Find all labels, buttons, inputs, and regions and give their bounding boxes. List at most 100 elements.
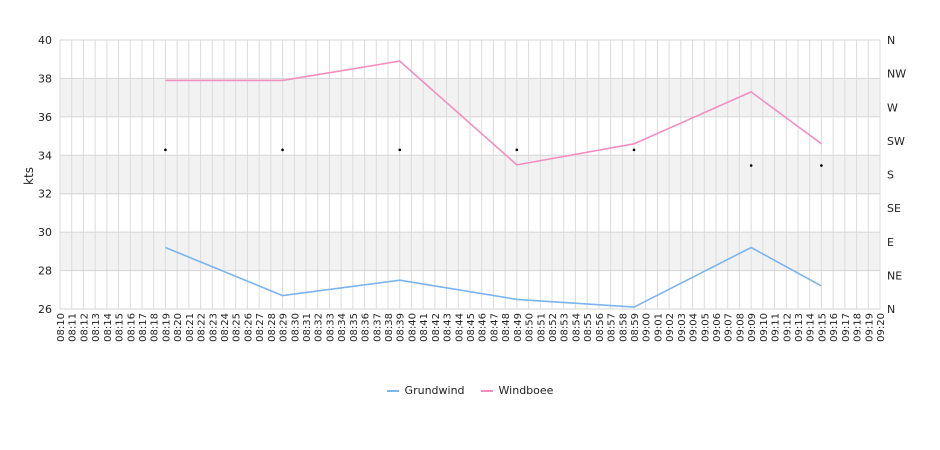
x-tick-label: 08:53 (560, 313, 571, 342)
x-tick-label: 08:11 (68, 313, 79, 342)
x-tick-label: 09:17 (841, 313, 852, 342)
x-tick-label: 08:54 (571, 313, 582, 342)
y2-tick-label: N (887, 303, 895, 316)
x-tick-label: 08:42 (431, 313, 442, 342)
legend-swatch (480, 389, 493, 392)
y-tick-label: 30 (38, 226, 52, 239)
x-tick-label: 09:01 (653, 313, 664, 342)
x-tick-label: 08:24 (220, 313, 231, 342)
legend-swatch (386, 389, 399, 392)
x-tick-label: 08:36 (361, 313, 372, 342)
y2-tick-label: W (887, 101, 898, 114)
x-tick-label: 08:55 (583, 313, 594, 342)
x-tick-label: 09:02 (665, 313, 676, 342)
x-tick-label: 08:14 (103, 313, 114, 342)
series-line-grundwind (165, 246, 822, 308)
x-tick-label: 09:08 (735, 313, 746, 342)
x-axis-ticks: 08:10 08:11 08:12 08:13 08:14 08:15 08:16 08:17… (56, 313, 887, 342)
x-tick-label: 08:10 (56, 313, 67, 342)
x-tick-label: 09:14 (806, 313, 817, 342)
direction-marker (515, 148, 519, 152)
x-tick-label: 08:32 (314, 313, 325, 342)
x-tick-label: 08:56 (595, 313, 606, 342)
y-tick-label: 36 (38, 111, 52, 124)
y-tick-label: 38 (38, 72, 52, 85)
y2-tick-label: NE (887, 269, 902, 282)
x-tick-label: 08:43 (443, 313, 454, 342)
x-tick-label: 08:57 (607, 313, 618, 342)
x-tick-label: 09:15 (817, 313, 828, 342)
x-tick-label: 08:18 (150, 313, 161, 342)
legend: Grundwind Windboee (0, 384, 940, 397)
legend-label: Grundwind (404, 384, 465, 397)
x-tick-label: 08:28 (267, 313, 278, 342)
legend-item-grundwind[interactable]: Grundwind (386, 384, 465, 397)
x-tick-label: 08:48 (501, 313, 512, 342)
x-tick-label: 08:52 (548, 313, 559, 342)
x-tick-label: 08:30 (290, 313, 301, 342)
x-tick-label: 08:19 (161, 313, 172, 342)
x-tick-label: 08:39 (396, 313, 407, 342)
x-tick-label: 09:10 (759, 313, 770, 342)
direction-marker (820, 164, 823, 167)
x-tick-label: 08:45 (466, 313, 477, 342)
legend-item-windboee[interactable]: Windboee (480, 384, 554, 397)
legend-label: Windboee (498, 384, 554, 397)
y-tick-label: 32 (38, 188, 52, 201)
y-tick-label: 28 (38, 265, 52, 278)
x-tick-label: 09:18 (853, 313, 864, 342)
x-tick-label: 09:12 (782, 313, 793, 342)
x-tick-label: 09:16 (829, 313, 840, 342)
x-tick-label: 08:50 (525, 313, 536, 342)
y-axis-ticks: 26 28 30 32 34 36 38 40 (38, 34, 52, 316)
x-tick-label: 08:59 (630, 313, 641, 342)
direction-marker (632, 148, 636, 152)
x-tick-label: 08:15 (115, 313, 126, 342)
x-tick-label: 09:00 (642, 313, 653, 342)
series-group (165, 60, 822, 308)
x-tick-label: 08:23 (208, 313, 219, 342)
x-tick-label: 08:17 (138, 313, 149, 342)
x-tick-label: 08:58 (618, 313, 629, 342)
x-tick-label: 09:19 (864, 313, 875, 342)
x-tick-label: 08:16 (126, 313, 137, 342)
x-tick-label: 09:04 (689, 313, 700, 342)
x-tick-label: 08:33 (325, 313, 336, 342)
y2-tick-label: N (887, 34, 895, 47)
direction-marker (164, 148, 167, 152)
y2-axis-ticks: N NE E SE S SW W NW N (887, 34, 906, 316)
y-tick-label: 40 (38, 34, 52, 47)
x-tick-label: 08:40 (407, 313, 418, 342)
x-tick-label: 08:46 (478, 313, 489, 342)
x-tick-label: 08:44 (454, 313, 465, 342)
grid-lines (59, 39, 881, 310)
x-tick-label: 08:21 (185, 313, 196, 342)
series-line-windboee (165, 60, 822, 166)
y-tick-label: 26 (38, 303, 52, 316)
x-tick-label: 08:37 (372, 313, 383, 342)
x-tick-label: 08:27 (255, 313, 266, 342)
x-tick-label: 09:03 (677, 313, 688, 342)
x-tick-label: 08:34 (337, 313, 348, 342)
x-tick-label: 08:29 (279, 313, 290, 342)
x-tick-label: 09:09 (747, 313, 758, 342)
x-tick-label: 08:51 (536, 313, 547, 342)
x-tick-label: 08:35 (349, 313, 360, 342)
x-tick-label: 08:41 (419, 313, 430, 342)
y-axis-title: kts (22, 167, 36, 185)
y2-tick-label: E (887, 236, 894, 249)
direction-marker (749, 164, 753, 167)
x-tick-label: 09:07 (724, 313, 735, 342)
x-tick-label: 09:11 (771, 313, 782, 342)
y2-tick-label: NW (887, 68, 906, 81)
x-tick-label: 08:49 (513, 313, 524, 342)
direction-marker (398, 148, 402, 152)
y2-tick-label: SW (887, 135, 905, 148)
y2-tick-label: SE (887, 202, 901, 215)
x-tick-label: 09:05 (700, 313, 711, 342)
y2-tick-label: S (887, 169, 894, 182)
x-tick-label: 08:31 (302, 313, 313, 342)
x-tick-label: 08:26 (243, 313, 254, 342)
y-tick-label: 34 (38, 149, 52, 162)
